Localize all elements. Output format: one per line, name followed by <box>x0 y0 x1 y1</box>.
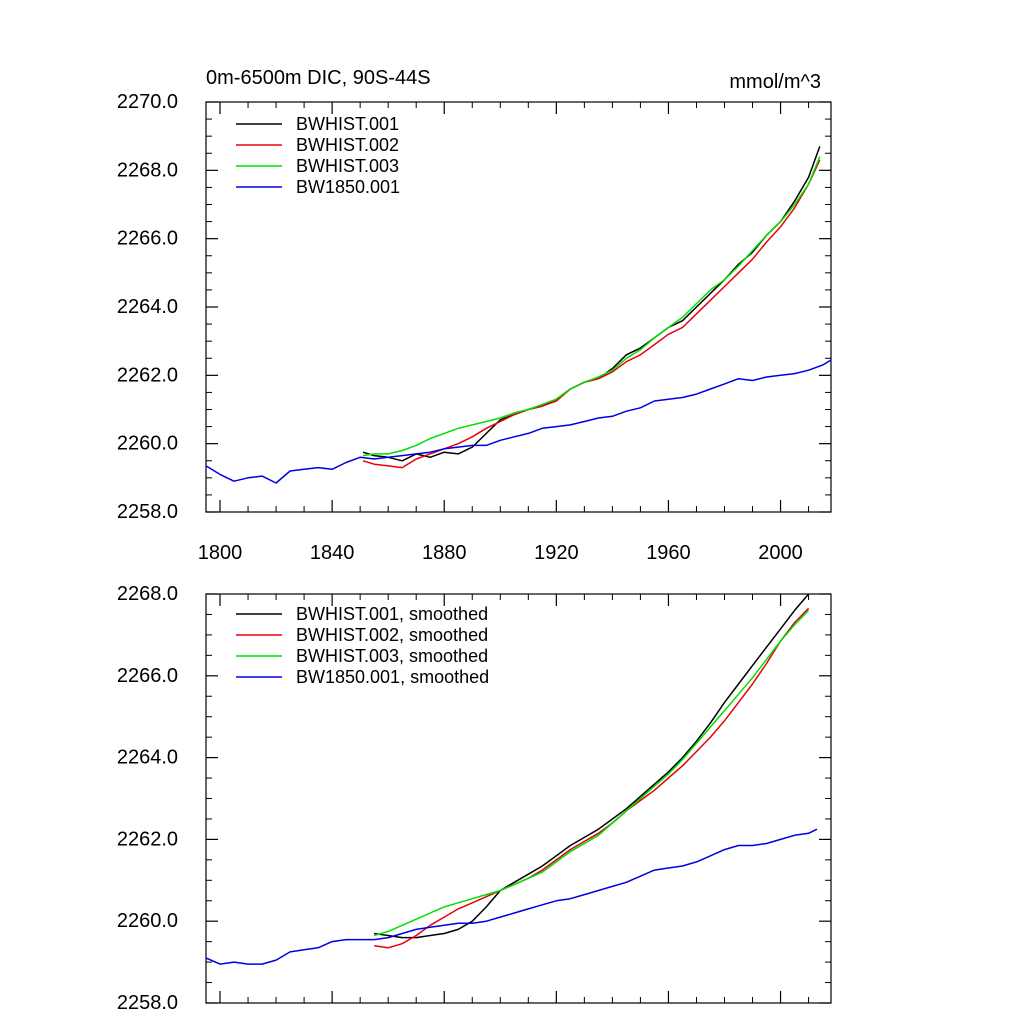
legend-label-bw1850-001-smoothed: BW1850.001, smoothed <box>296 667 489 687</box>
legend-label-bwhist-001-smoothed: BWHIST.001, smoothed <box>296 604 488 624</box>
x-tick-label: 1800 <box>198 542 243 564</box>
x-tick-label: 2000 <box>758 542 803 564</box>
legend-label-bwhist-001: BWHIST.001 <box>296 114 399 134</box>
legend-label-bwhist-002-smoothed: BWHIST.002, smoothed <box>296 625 488 645</box>
legend-label-bw1850-001: BW1850.001 <box>296 177 400 197</box>
legend-label-bwhist-002: BWHIST.002 <box>296 135 399 155</box>
series-line-bwhist-003 <box>362 156 821 457</box>
series-line-bwhist-001-smoothed <box>374 593 810 939</box>
y-tick-label: 2268.0 <box>117 583 178 605</box>
legend-label-bwhist-003-smoothed: BWHIST.003, smoothed <box>296 646 488 666</box>
series-line-bwhist-002-smoothed <box>374 607 810 949</box>
y-tick-label: 2258.0 <box>117 992 178 1014</box>
series-line-bw1850-001 <box>205 359 832 484</box>
y-tick-label: 2264.0 <box>117 296 178 318</box>
y-tick-label: 2262.0 <box>117 828 178 850</box>
upper-panel: 2258.0 2260.0 2262.0 2264.0 2266.0 2268.0 2270… <box>117 67 832 564</box>
y-tick-label: 2264.0 <box>117 747 178 769</box>
units-label: mmol/m^3 <box>729 71 821 93</box>
y-tick-label: 2270.0 <box>117 91 178 113</box>
lower-panel: 2258.0 2260.0 2262.0 2264.0 2266.0 2268.0 BWHI… <box>117 583 832 1014</box>
series-line-bwhist-002 <box>362 159 821 469</box>
y-tick-label: 2260.0 <box>117 910 178 932</box>
chart-title: 0m-6500m DIC, 90S-44S <box>206 67 431 89</box>
legend-label-bwhist-003: BWHIST.003 <box>296 156 399 176</box>
y-tick-label: 2266.0 <box>117 665 178 687</box>
x-tick-label: 1840 <box>310 542 355 564</box>
y-tick-label: 2260.0 <box>117 433 178 455</box>
series-line-bw1850-001-smoothed <box>205 828 818 965</box>
y-tick-label: 2262.0 <box>117 364 178 386</box>
series-line-bwhist-003-smoothed <box>373 609 810 937</box>
y-tick-label: 2268.0 <box>117 159 178 181</box>
x-tick-label: 1920 <box>534 542 579 564</box>
y-tick-label: 2266.0 <box>117 228 178 250</box>
x-tick-label: 1960 <box>646 542 691 564</box>
x-tick-label: 1880 <box>422 542 467 564</box>
series-line-bwhist-001 <box>362 146 821 462</box>
y-tick-label: 2258.0 <box>117 501 178 523</box>
